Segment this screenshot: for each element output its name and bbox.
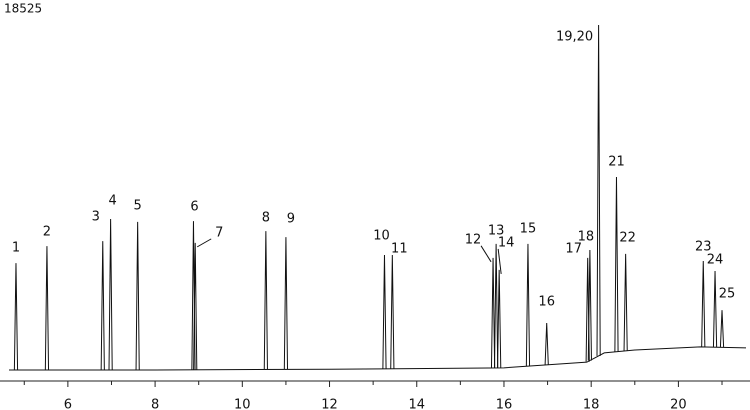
baseline — [9, 346, 747, 371]
x-tick-label: 14 — [408, 398, 425, 410]
x-tick-label: 18 — [583, 398, 600, 410]
peak-label: 14 — [498, 235, 515, 250]
peak — [623, 253, 628, 351]
peak — [614, 177, 619, 352]
peak — [108, 219, 113, 370]
peak-label: 25 — [719, 287, 736, 302]
peak-label: 10 — [373, 228, 390, 243]
leader-line — [497, 248, 502, 274]
peak — [719, 310, 725, 348]
peak-label: 4 — [108, 194, 116, 209]
x-tick-label: 20 — [670, 398, 687, 410]
peak-label: 13 — [488, 223, 505, 238]
peak-label: 21 — [608, 155, 625, 170]
peak-label: 23 — [695, 240, 712, 255]
peak — [100, 241, 105, 370]
annotation: 18525 — [4, 2, 42, 16]
peak-label: 7 — [215, 225, 223, 240]
peak — [490, 257, 496, 368]
peak-label: 9 — [287, 212, 295, 227]
x-tick-label: 12 — [321, 398, 338, 410]
peak — [13, 263, 19, 370]
peak — [494, 243, 499, 368]
peak-label: 18 — [578, 229, 595, 244]
peak-label: 3 — [92, 210, 100, 225]
leader-line — [196, 238, 212, 248]
peak-label: 1 — [12, 241, 20, 256]
peak-label: 11 — [391, 241, 408, 256]
peak-label: 17 — [565, 241, 582, 256]
peak — [544, 322, 549, 365]
peak — [701, 261, 706, 347]
peak-label: 5 — [134, 198, 142, 213]
peak — [193, 242, 198, 370]
peak — [44, 246, 50, 370]
peak — [283, 237, 289, 370]
peak — [390, 254, 395, 369]
peak — [712, 270, 718, 348]
peak — [497, 269, 502, 368]
peak — [135, 221, 140, 370]
peak-label: 15 — [520, 221, 537, 236]
peak-label: 24 — [707, 252, 724, 267]
peak-label: 8 — [262, 211, 270, 226]
peak-label: 22 — [619, 230, 636, 245]
peak — [525, 243, 531, 367]
peak-label: 16 — [538, 294, 555, 309]
peak-label: 2 — [43, 225, 51, 240]
peak — [263, 231, 268, 370]
peak-label: 6 — [190, 200, 198, 215]
x-tick-label: 10 — [234, 398, 251, 410]
peak-label: 19,20 — [556, 30, 593, 45]
leader-line — [480, 245, 492, 263]
peak — [587, 249, 592, 361]
peak — [596, 24, 601, 356]
x-tick-label: 6 — [64, 398, 72, 410]
x-tick-label: 8 — [151, 398, 159, 410]
peak — [382, 254, 387, 369]
x-tick-label: 16 — [496, 398, 513, 410]
peak-label: 12 — [465, 232, 482, 247]
